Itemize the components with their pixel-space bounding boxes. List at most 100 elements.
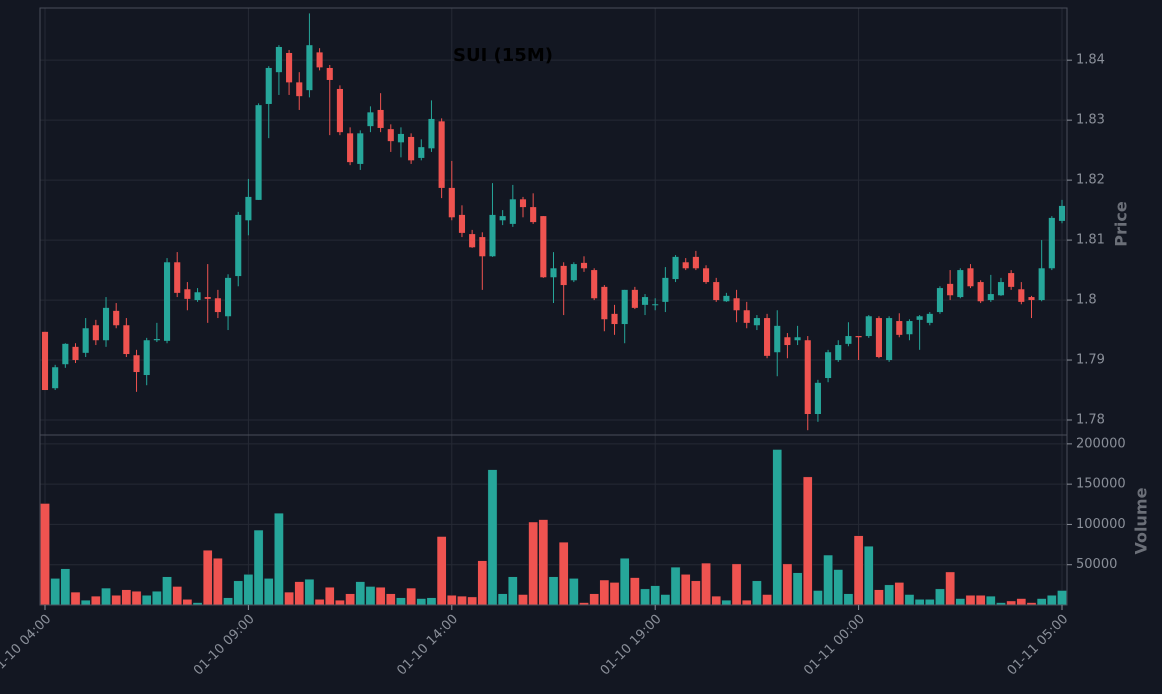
- volume-bar: [263, 578, 274, 606]
- volume-bar: [925, 599, 935, 606]
- candle-body: [489, 214, 496, 257]
- volume-bar: [589, 593, 599, 606]
- y-tick-label: 1.8: [1076, 293, 1097, 308]
- volume-bar: [111, 595, 121, 606]
- candle-body: [957, 270, 964, 298]
- volume-bar: [375, 587, 386, 606]
- candle-body: [235, 214, 242, 277]
- candle-body: [774, 325, 781, 353]
- candle-body: [1028, 297, 1035, 301]
- y-tick-label: 1.78: [1076, 413, 1105, 428]
- volume-bar: [894, 582, 905, 606]
- volume-bar: [965, 595, 976, 606]
- volume-bar: [477, 560, 488, 606]
- volume-bar: [467, 596, 477, 606]
- candle-body: [245, 196, 252, 221]
- chart-title: SUI (15M): [453, 45, 553, 66]
- volume-bar: [182, 599, 193, 606]
- volume-bar: [60, 568, 71, 606]
- candle-body: [448, 187, 455, 218]
- volume-bar: [650, 585, 660, 606]
- volume-bar: [365, 586, 376, 606]
- candle-body: [286, 52, 293, 83]
- volume-bar: [782, 563, 793, 606]
- volume-bar: [701, 562, 711, 606]
- candle-body: [1058, 205, 1066, 221]
- candle-body: [113, 310, 120, 326]
- volume-bar: [558, 541, 569, 606]
- volume-bar: [284, 591, 294, 606]
- volume-bar: [752, 580, 762, 606]
- volume-bar: [172, 586, 182, 606]
- candle-body: [621, 289, 628, 325]
- candle-body: [601, 286, 608, 320]
- candle-body: [296, 82, 303, 97]
- volume-bar: [508, 576, 518, 606]
- candle-body: [855, 336, 862, 338]
- candle-body: [682, 262, 689, 269]
- candle-body: [1048, 217, 1055, 269]
- volume-bar: [691, 580, 701, 606]
- candle-body: [255, 105, 262, 200]
- candle-body: [987, 294, 994, 301]
- candle-body: [326, 67, 333, 80]
- candle-body: [316, 52, 323, 68]
- volume-bar: [843, 593, 854, 606]
- volume-bar: [914, 599, 925, 606]
- candle-body: [550, 268, 557, 278]
- volume-bar: [538, 519, 549, 606]
- volume-axis-label: Volume: [1132, 487, 1151, 554]
- volume-bar: [253, 529, 264, 606]
- volume-tick-label: 100000: [1076, 517, 1126, 532]
- candle-body: [825, 352, 832, 379]
- candle-body: [265, 67, 272, 104]
- candle-body: [194, 292, 201, 301]
- volume-bar: [823, 554, 833, 606]
- candle-body: [62, 343, 69, 365]
- volume-bar: [599, 579, 610, 606]
- volume-bar: [91, 595, 101, 606]
- volume-bar: [1047, 595, 1057, 606]
- volume-bar: [528, 521, 538, 606]
- candle-body: [641, 297, 649, 305]
- volume-bar: [569, 578, 579, 606]
- volume-bar: [1057, 590, 1067, 606]
- candle-body: [306, 45, 313, 91]
- volume-tick-label: 50000: [1076, 557, 1117, 572]
- candle-body: [438, 121, 445, 188]
- volume-bar: [304, 579, 315, 606]
- candle-body: [936, 288, 944, 313]
- candle-body: [997, 282, 1005, 296]
- volume-bar: [680, 574, 691, 606]
- candle-body: [479, 237, 486, 257]
- volume-bar: [436, 536, 447, 606]
- volume-bar: [406, 587, 416, 606]
- candle-body: [875, 318, 882, 358]
- y-tick-label: 1.81: [1076, 233, 1105, 248]
- volume-bar: [426, 597, 437, 606]
- volume-bar: [731, 563, 742, 606]
- candle-body: [723, 295, 730, 302]
- candle-body: [336, 88, 343, 133]
- candle-body: [916, 316, 923, 320]
- volume-bar: [1006, 600, 1016, 606]
- volume-bar: [975, 595, 986, 606]
- volume-bar: [294, 581, 305, 606]
- volume-tick-label: 150000: [1076, 477, 1126, 492]
- volume-bar: [213, 558, 223, 606]
- volume-bar: [813, 590, 823, 606]
- candle-body: [662, 277, 669, 302]
- volume-bar: [619, 558, 630, 606]
- marks-layer: [40, 13, 1067, 606]
- volume-bar: [802, 476, 813, 606]
- candle-body: [560, 265, 567, 286]
- volume-bar: [853, 535, 864, 606]
- candle-body: [713, 282, 720, 301]
- volume-bar: [762, 594, 772, 606]
- volume-bar: [243, 574, 254, 606]
- candle-body: [896, 321, 903, 335]
- volume-bar: [101, 587, 111, 606]
- volume-bar: [396, 597, 406, 606]
